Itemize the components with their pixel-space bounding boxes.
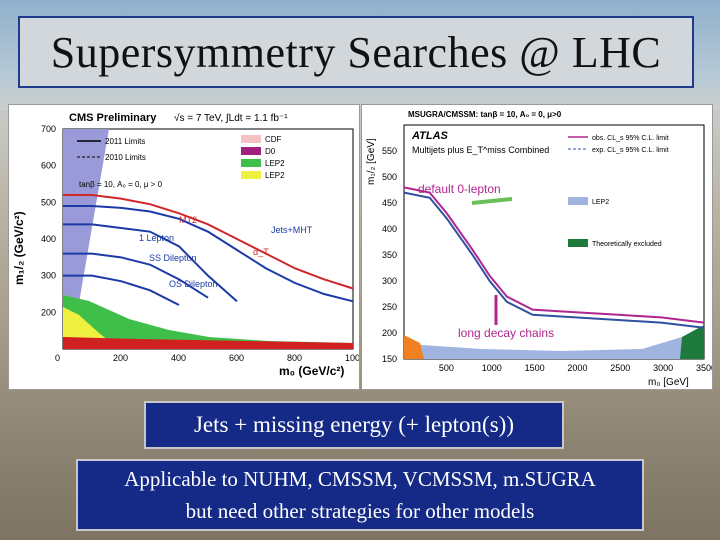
cms-x-tick-label: 200 (113, 353, 128, 363)
cms-series-os-dilepton (63, 274, 180, 306)
atlas-y-tick-label: 350 (382, 250, 397, 260)
cms-series-1-lepton (63, 223, 238, 303)
atlas-y-tick-label: 400 (382, 224, 397, 234)
atlas-annotation-default-arrow (471, 197, 513, 205)
atlas-x-tick-label: 1000 (482, 363, 502, 373)
cms-x-tick-label: 1000 (345, 353, 359, 363)
cms-y-tick-label: 300 (41, 271, 56, 281)
cms-legend-lep2b: LEP2 (265, 171, 285, 180)
cms-y-tick-label: 400 (41, 234, 56, 244)
caption-line-1: Applicable to NUHM, CMSSM, VCMSSM, m.SUG… (124, 467, 596, 491)
atlas-legend-theory: Theoretically excluded (592, 241, 662, 248)
atlas-x-ticks: 500 1000 1500 2000 2500 3000 3500 (439, 363, 716, 373)
cms-label-mt2: MT2 (179, 215, 197, 225)
atlas-legend-obs: obs. CL_s 95% C.L. limit (592, 135, 669, 142)
atlas-orange-region (404, 335, 424, 359)
cms-x-tick-label: 800 (287, 353, 302, 363)
cms-series-ss-dilepton (63, 252, 209, 299)
atlas-curves (403, 186, 705, 329)
cms-lower-band (63, 337, 353, 349)
cms-legend-2010: 2010 Limits (105, 153, 146, 162)
atlas-x-tick-label: 2500 (610, 363, 630, 373)
atlas-y-tick-label: 500 (382, 172, 397, 182)
cms-y-ticks: 200 300 400 500 600 700 (41, 124, 56, 317)
atlas-lep2-region (404, 331, 704, 359)
atlas-ylabel: m₁/₂ [GeV] (366, 138, 377, 185)
cms-legend: 2011 Limits 2010 Limits CDF D0 LEP2 LEP2 (77, 135, 285, 180)
cms-label-ssdilepton: SS Dilepton (149, 253, 197, 263)
cms-title: CMS Preliminary (69, 112, 157, 124)
atlas-x-tick-label: 500 (439, 363, 454, 373)
cms-legend-d0-swatch (241, 147, 261, 155)
atlas-xlabel: m₀ [GeV] (648, 377, 689, 388)
atlas-x-tick-label: 3500 (696, 363, 712, 373)
atlas-legend-exp: exp. CL_s 95% C.L. limit (592, 147, 669, 154)
atlas-theory-excluded-region (680, 325, 704, 359)
caption-main: Jets + missing energy (+ lepton(s)) (193, 412, 514, 437)
cms-series-jets-mht (63, 205, 354, 303)
cms-legend-lep2-swatch (241, 159, 261, 167)
atlas-y-tick-label: 450 (382, 198, 397, 208)
caption-main-box: Jets + missing energy (+ lepton(s)) (144, 401, 564, 449)
atlas-note: Multijets plus E_T^miss Combined (412, 145, 549, 155)
caption-applicability-box: Applicable to NUHM, CMSSM, VCMSSM, m.SUG… (76, 459, 644, 531)
slide-title: Supersymmetry Searches @ LHC (50, 27, 662, 77)
cms-curves (63, 194, 354, 306)
atlas-series-obs-cl-s-95-c-l-limit (403, 186, 705, 324)
cms-label-alphat: α_T (253, 247, 269, 257)
cms-legend-lep2: LEP2 (265, 159, 285, 168)
cms-label-osdilepton: OS Dilepton (169, 279, 218, 289)
cms-legend-lep2b-swatch (241, 171, 261, 179)
cms-exclusion-plot: CMS Preliminary √s = 7 TeV, ∫Ldt = 1.1 f… (8, 104, 365, 390)
cms-legend-cdf: CDF (265, 135, 282, 144)
atlas-title: MSUGRA/CMSSM: tanβ = 10, A₀ = 0, μ>0 (408, 110, 562, 119)
atlas-series-exp-cl-s-95-c-l-limit (403, 191, 705, 329)
cms-x-tick-label: 400 (171, 353, 186, 363)
cms-label-1lepton: 1 Lepton (139, 233, 174, 243)
atlas-y-tick-label: 250 (382, 302, 397, 312)
cms-subtitle: √s = 7 TeV, ∫Ldt = 1.1 fb⁻¹ (174, 112, 288, 124)
cms-legend-2011: 2011 Limits (105, 137, 145, 146)
cms-theory-excluded-region (63, 129, 109, 349)
cms-xlabel: m₀ (GeV/c²) (279, 364, 344, 378)
slide-title-box: Supersymmetry Searches @ LHC (18, 16, 694, 88)
cms-label-jetsmht: Jets+MHT (271, 225, 313, 235)
cms-y-tick-label: 700 (41, 124, 56, 134)
cms-y-tick-label: 500 (41, 197, 56, 207)
cms-series-mt2 (63, 194, 354, 290)
atlas-legend-lep2-swatch (568, 197, 588, 205)
atlas-exclusion-plot: MSUGRA/CMSSM: tanβ = 10, A₀ = 0, μ>0 ATL… (361, 104, 716, 390)
cms-params: tanβ = 10, A₀ = 0, μ > 0 (79, 180, 163, 189)
atlas-y-ticks: 150 200 250 300 350 400 450 500 550 (382, 146, 397, 364)
cms-x-tick-label: 600 (229, 353, 244, 363)
atlas-legend-lep2: LEP2 (592, 199, 609, 206)
cms-legend-cdf-swatch (241, 135, 261, 143)
atlas-y-tick-label: 150 (382, 354, 397, 364)
caption-line-2: but need other strategies for other mode… (185, 499, 535, 523)
atlas-x-tick-label: 1500 (525, 363, 545, 373)
cms-y-tick-label: 600 (41, 161, 56, 171)
cms-x-tick-label: 0 (55, 353, 60, 363)
atlas-annotation-default: default 0-lepton (418, 182, 501, 196)
atlas-plot-svg: MSUGRA/CMSSM: tanβ = 10, A₀ = 0, μ>0 ATL… (366, 110, 716, 388)
cms-legend-d0: D0 (265, 147, 276, 156)
atlas-x-tick-label: 3000 (653, 363, 673, 373)
cms-lep2-region (63, 295, 353, 349)
atlas-legend: obs. CL_s 95% C.L. limit exp. CL_s 95% C… (568, 135, 669, 248)
atlas-plot-frame (403, 124, 705, 360)
atlas-y-tick-label: 200 (382, 328, 397, 338)
cms-y-tick-label: 200 (41, 307, 56, 317)
atlas-legend-theory-swatch (568, 239, 588, 247)
atlas-brand: ATLAS (411, 130, 449, 142)
atlas-annotation-longdecay: long decay chains (458, 326, 554, 340)
cms-ylabel: m₁/₂ (GeV/c²) (12, 211, 26, 285)
cms-x-ticks: 0 200 400 600 800 1000 (55, 353, 365, 363)
cms-plot-svg: CMS Preliminary √s = 7 TeV, ∫Ldt = 1.1 f… (12, 112, 365, 378)
atlas-y-tick-label: 550 (382, 146, 397, 156)
atlas-x-tick-label: 2000 (567, 363, 587, 373)
atlas-y-tick-label: 300 (382, 276, 397, 286)
